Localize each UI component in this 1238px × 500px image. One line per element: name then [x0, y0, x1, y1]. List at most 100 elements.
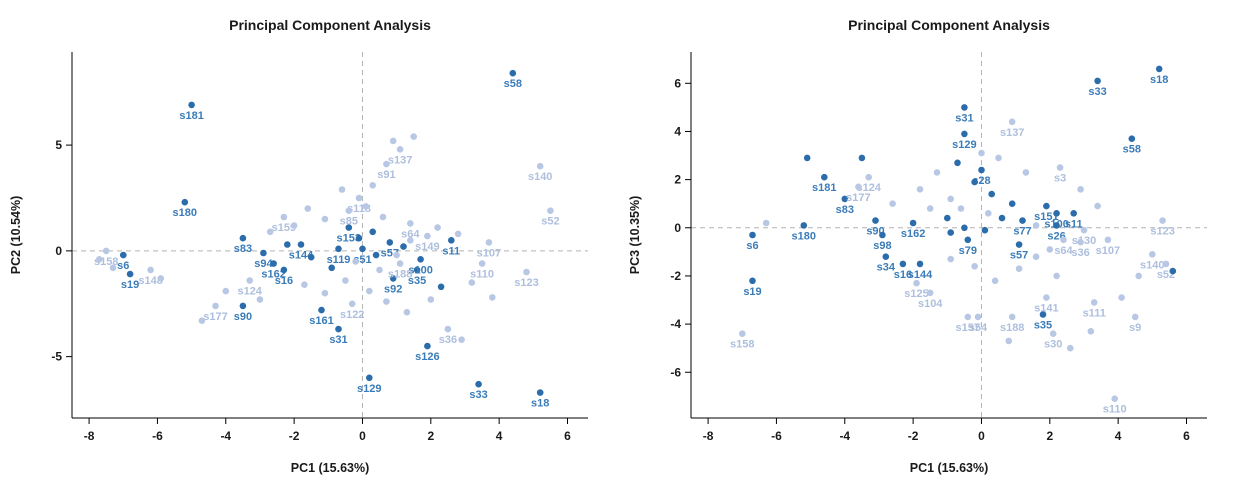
data-point	[366, 287, 373, 295]
data-point	[246, 277, 253, 284]
data-point	[410, 133, 418, 140]
data-point	[413, 266, 421, 274]
point-label: s125	[904, 288, 928, 300]
data-point	[1159, 217, 1166, 224]
data-point	[739, 330, 746, 338]
point-label: s92	[384, 283, 402, 295]
data-point	[383, 298, 390, 305]
data-point	[1155, 65, 1163, 73]
data-point	[386, 239, 394, 246]
data-point	[369, 182, 377, 189]
data-point	[478, 260, 486, 267]
data-point	[1008, 200, 1016, 207]
data-point	[1053, 210, 1060, 217]
point-label: s54	[969, 322, 988, 334]
point-label: s100	[408, 264, 432, 276]
data-point	[362, 203, 370, 210]
point-label: s129	[357, 383, 381, 395]
point-label: s180	[792, 230, 816, 242]
point-label: s137	[388, 154, 412, 166]
point-label: s3	[1054, 173, 1066, 185]
data-point	[1087, 328, 1095, 335]
data-point	[157, 275, 165, 282]
data-point	[126, 270, 134, 278]
data-point	[1070, 210, 1077, 217]
data-point	[212, 302, 219, 310]
point-label: s141	[1034, 303, 1058, 315]
data-point	[335, 245, 342, 253]
y-tick-label: -6	[670, 365, 681, 379]
data-point	[899, 260, 907, 268]
data-point	[961, 104, 968, 111]
data-point	[1067, 344, 1074, 352]
point-label: s57	[1010, 250, 1028, 262]
point-label: s159	[272, 222, 296, 234]
x-tick-label: -4	[839, 429, 850, 443]
point-label: s36	[439, 334, 457, 346]
data-point	[389, 137, 397, 145]
point-label: s110	[470, 269, 494, 281]
data-point	[321, 289, 329, 297]
data-point	[961, 224, 968, 232]
data-point	[437, 283, 445, 291]
data-point	[348, 300, 356, 308]
x-axis-label: PC1 (15.63%)	[291, 461, 370, 475]
data-point	[369, 228, 377, 236]
point-label: s144	[289, 250, 314, 262]
x-tick-label: 6	[564, 429, 571, 443]
data-point	[102, 247, 110, 255]
point-label: s19	[121, 279, 139, 291]
data-point	[239, 234, 247, 242]
point-label: s6	[746, 240, 758, 252]
data-point	[803, 154, 811, 162]
point-label: s30	[1044, 339, 1062, 351]
point-label: s119	[327, 254, 351, 266]
x-tick-label: -2	[289, 429, 300, 443]
data-point	[964, 236, 972, 244]
data-point	[988, 190, 995, 198]
data-point	[376, 266, 383, 274]
data-point	[1053, 222, 1060, 229]
point-label: s124	[856, 182, 881, 194]
data-point	[389, 275, 397, 282]
point-label: s6	[117, 260, 129, 272]
point-label: s188	[1000, 322, 1024, 334]
data-point	[879, 231, 886, 239]
data-point	[855, 183, 862, 191]
data-point	[417, 255, 424, 263]
scatter-plot-pc1-pc2: Principal Component Analysis PC1 (15.63%…	[9, 17, 588, 475]
data-point	[407, 220, 414, 227]
data-point	[926, 205, 934, 212]
data-point	[1077, 186, 1084, 193]
data-point	[1149, 251, 1156, 258]
y-axis-label: PC2 (10.54%)	[9, 196, 23, 275]
data-point	[749, 231, 756, 239]
point-label: s83	[234, 243, 252, 255]
data-point	[995, 154, 1002, 162]
point-label: s153	[337, 233, 361, 245]
data-point	[909, 219, 917, 227]
data-point	[345, 224, 353, 231]
data-point	[383, 160, 390, 168]
data-point	[1135, 272, 1142, 280]
data-point	[916, 186, 924, 193]
data-point	[297, 241, 305, 248]
data-point	[926, 289, 934, 297]
data-point	[280, 213, 288, 221]
data-point	[1128, 135, 1136, 142]
data-point	[198, 317, 206, 325]
point-label: s124	[237, 286, 262, 298]
x-tick-label: 2	[427, 429, 434, 443]
point-label: s35	[408, 275, 426, 287]
data-point	[974, 313, 982, 321]
data-point	[1046, 246, 1054, 253]
data-point	[448, 237, 455, 244]
data-point	[1043, 202, 1050, 210]
data-point	[96, 255, 103, 263]
data-point	[222, 287, 230, 295]
point-label: s83	[836, 204, 854, 216]
data-point	[403, 308, 411, 316]
x-tick-label: -2	[908, 429, 919, 443]
data-point	[359, 245, 366, 253]
data-point	[181, 198, 189, 206]
